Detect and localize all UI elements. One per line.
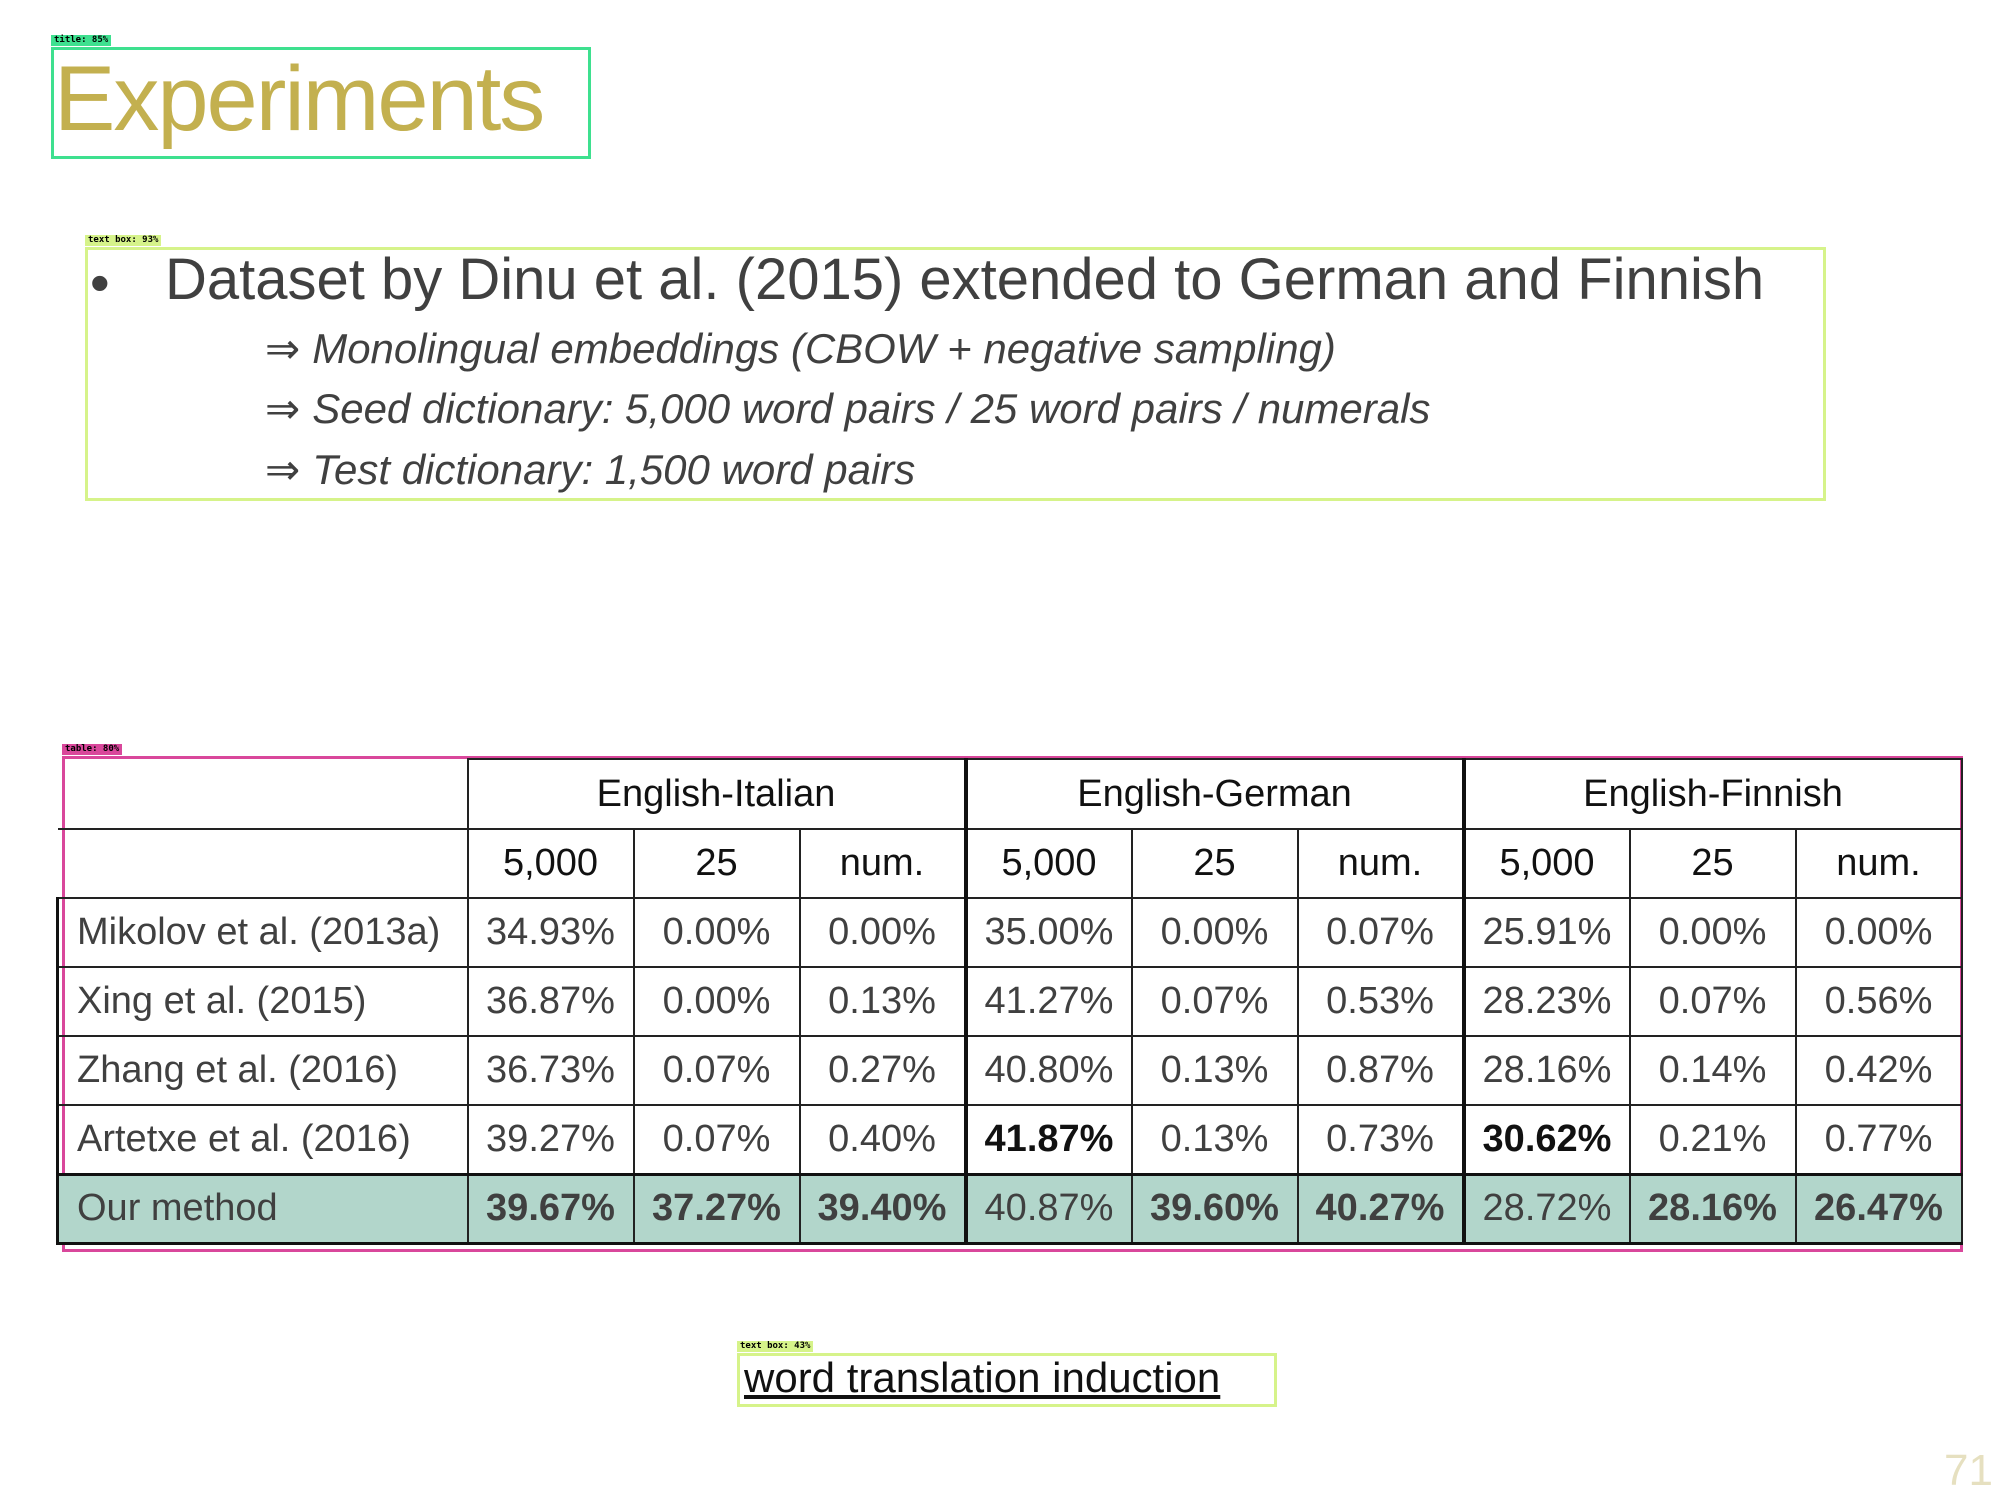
method-name-cell: Our method (56, 1172, 469, 1245)
table-row: Mikolov et al. (2013a) 34.93% 0.00% 0.00% 35… (56, 897, 1963, 968)
text-detection-label: text box: 93% (85, 235, 162, 246)
score-cell: 28.16% (1461, 1035, 1631, 1106)
sub-point-test-dictionary: ⇒ Test dictionary: 1,500 word pairs (265, 442, 915, 498)
sub-point-text: Monolingual embeddings (CBOW + negative … (312, 325, 1336, 372)
slide-title: Experiments (54, 48, 545, 150)
score-cell: 0.07% (1296, 897, 1465, 968)
score-cell: 40.80% (963, 1035, 1133, 1106)
score-cell: 0.07% (632, 1104, 801, 1175)
score-cell: 40.27% (1296, 1172, 1465, 1245)
table-row: Our method 39.67% 37.27% 39.40% 40.87% 39.60%… (56, 1172, 1963, 1245)
arrow-icon: ⇒ (265, 446, 301, 493)
score-cell: 34.93% (466, 897, 635, 968)
caption-link[interactable]: word translation induction (744, 1354, 1221, 1401)
sub-point-text: Test dictionary: 1,500 word pairs (312, 446, 916, 493)
group-header-english-finnish: English-Finnish (1461, 758, 1963, 830)
subheader-num: num. (798, 828, 967, 899)
sub-point-text: Seed dictionary: 5,000 word pairs / 25 w… (312, 385, 1431, 432)
group-header-english-italian: English-Italian (466, 758, 967, 830)
subheader-num: num. (1794, 828, 1963, 899)
results-table: English-Italian English-German English-F… (56, 758, 1963, 1245)
score-cell: 0.73% (1296, 1104, 1465, 1175)
page-number: 71 (1944, 1446, 1993, 1495)
table-row: Zhang et al. (2016) 36.73% 0.07% 0.27% 40.80… (56, 1035, 1963, 1106)
score-cell: 39.27% (466, 1104, 635, 1175)
method-name-cell: Artetxe et al. (2016) (56, 1104, 469, 1175)
bullet-text: Dataset by Dinu et al. (2015) extended t… (165, 247, 1765, 312)
subheader-25: 25 (632, 828, 801, 899)
score-cell: 0.00% (1794, 897, 1963, 968)
score-cell: 40.87% (963, 1172, 1133, 1245)
bullet-dot-icon: • (90, 251, 110, 314)
score-cell: 0.13% (798, 966, 967, 1037)
caption-detection-box (737, 1353, 1277, 1407)
score-cell: 41.87% (963, 1104, 1133, 1175)
caption-detection-label: text box: 43% (737, 1341, 814, 1352)
score-cell: 36.73% (466, 1035, 635, 1106)
method-name-cell: Mikolov et al. (2013a) (56, 897, 469, 968)
score-cell: 0.00% (632, 897, 801, 968)
score-cell: 0.00% (798, 897, 967, 968)
score-cell: 0.42% (1794, 1035, 1963, 1106)
table-row: Xing et al. (2015) 36.87% 0.00% 0.13% 41.27%… (56, 966, 1963, 1037)
score-cell: 39.67% (466, 1172, 635, 1245)
subheader-5000: 5,000 (1461, 828, 1631, 899)
group-header-english-german: English-German (963, 758, 1465, 830)
score-cell: 30.62% (1461, 1104, 1631, 1175)
score-cell: 28.16% (1628, 1172, 1797, 1245)
score-cell: 0.07% (1130, 966, 1299, 1037)
score-cell: 35.00% (963, 897, 1133, 968)
score-cell: 0.27% (798, 1035, 967, 1106)
method-name-cell: Zhang et al. (2016) (56, 1035, 469, 1106)
table-corner (57, 829, 469, 899)
title-detection-box (51, 47, 591, 159)
score-cell: 0.53% (1296, 966, 1465, 1037)
table-body: Mikolov et al. (2013a) 34.93% 0.00% 0.00% 35… (56, 897, 1963, 1245)
score-cell: 0.00% (632, 966, 801, 1037)
subheader-num: num. (1296, 828, 1465, 899)
score-cell: 0.00% (1130, 897, 1299, 968)
score-cell: 0.40% (798, 1104, 967, 1175)
arrow-icon: ⇒ (265, 385, 301, 432)
score-cell: 25.91% (1461, 897, 1631, 968)
score-cell: 0.07% (632, 1035, 801, 1106)
score-cell: 0.00% (1628, 897, 1797, 968)
table-corner (57, 759, 469, 830)
score-cell: 41.27% (963, 966, 1133, 1037)
score-cell: 0.77% (1794, 1104, 1963, 1175)
subheader-5000: 5,000 (466, 828, 635, 899)
title-detection-label: title: 85% (51, 35, 112, 46)
score-cell: 0.87% (1296, 1035, 1465, 1106)
score-cell: 39.60% (1130, 1172, 1299, 1245)
score-cell: 0.13% (1130, 1035, 1299, 1106)
sub-point-seed-dictionary: ⇒ Seed dictionary: 5,000 word pairs / 25 … (265, 381, 1430, 437)
score-cell: 0.56% (1794, 966, 1963, 1037)
score-cell: 28.23% (1461, 966, 1631, 1037)
sub-point-embeddings: ⇒ Monolingual embeddings (CBOW + negative… (265, 321, 1336, 377)
text-detection-box (85, 247, 1826, 501)
table-detection-label: table: 80% (62, 744, 123, 755)
table-row: Artetxe et al. (2016) 39.27% 0.07% 0.40% 41.… (56, 1104, 1963, 1175)
method-name-cell: Xing et al. (2015) (56, 966, 469, 1037)
score-cell: 26.47% (1794, 1172, 1963, 1245)
score-cell: 0.07% (1628, 966, 1797, 1037)
score-cell: 28.72% (1461, 1172, 1631, 1245)
score-cell: 39.40% (798, 1172, 967, 1245)
score-cell: 0.21% (1628, 1104, 1797, 1175)
subheader-5000: 5,000 (963, 828, 1133, 899)
score-cell: 37.27% (632, 1172, 801, 1245)
score-cell: 0.14% (1628, 1035, 1797, 1106)
subheader-25: 25 (1628, 828, 1797, 899)
score-cell: 0.13% (1130, 1104, 1299, 1175)
subheader-25: 25 (1130, 828, 1299, 899)
score-cell: 36.87% (466, 966, 635, 1037)
arrow-icon: ⇒ (265, 325, 301, 372)
